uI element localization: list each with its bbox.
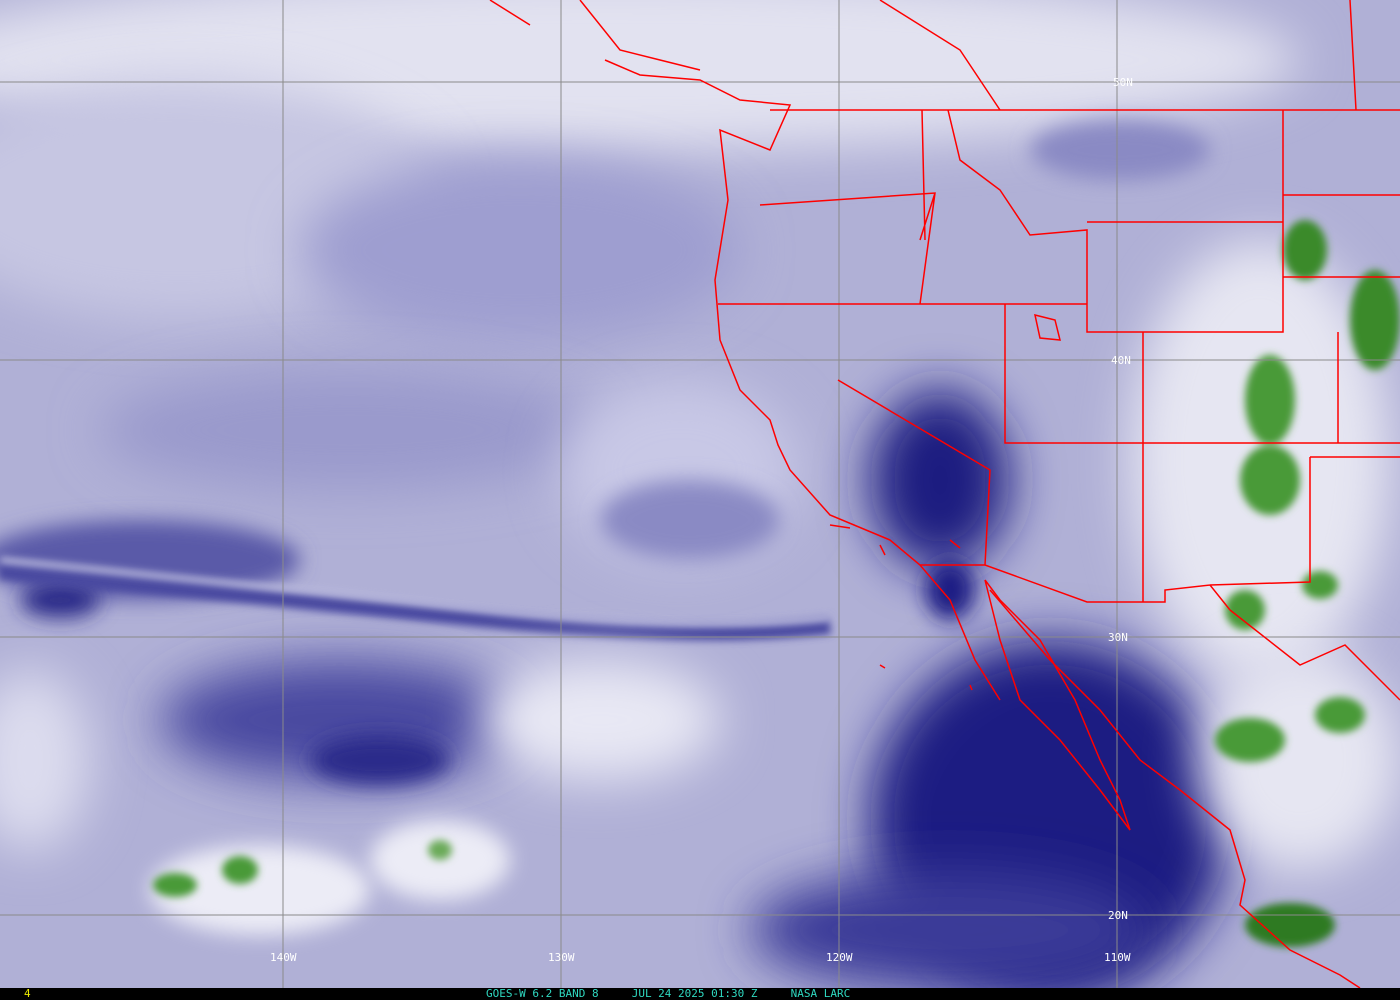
lake-salt: [1034, 313, 1061, 341]
frame-number: 4: [24, 987, 31, 1000]
caption-bar: 4 GOES-W 6.2 BAND 8 JUL 24 2025 01:30 Z …: [0, 988, 1400, 1000]
islands: [829, 524, 973, 691]
bc-alberta-border: [879, 0, 1357, 111]
lon-label-110w: 110W: [1104, 951, 1131, 964]
coastline-baja: [984, 579, 1131, 831]
state-lines: [718, 109, 1400, 611]
lat-label-40n: 40N: [1111, 354, 1131, 367]
lat-label-30n: 30N: [1108, 631, 1128, 644]
coastline-mexico-south: [1229, 609, 1400, 701]
lon-label-140w: 140W: [270, 951, 297, 964]
caption-text: GOES-W 6.2 BAND 8 JUL 24 2025 01:30 Z NA…: [486, 987, 851, 1000]
lon-label-130w: 130W: [548, 951, 575, 964]
coastline-mexico: [989, 589, 1361, 988]
lon-label-120w: 120W: [826, 951, 853, 964]
canada-coast: [489, 0, 701, 71]
lat-label-20n: 20N: [1108, 909, 1128, 922]
lat-label-50n: 50N: [1113, 76, 1133, 89]
coastline-us: [604, 59, 1001, 701]
grid-labels: 50N 40N 30N 20N 140W 130W 120W 110W: [270, 76, 1133, 964]
cloud-tops: [153, 220, 1400, 947]
political-boundaries: [489, 0, 1400, 988]
